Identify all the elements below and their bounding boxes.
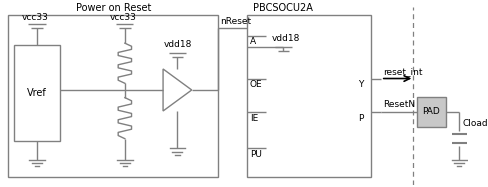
Text: Cload: Cload <box>462 119 488 128</box>
Bar <box>8 15 218 177</box>
Bar <box>416 97 445 127</box>
Bar <box>14 45 60 141</box>
Text: PBCSOCU2A: PBCSOCU2A <box>252 3 312 13</box>
Text: reset_int: reset_int <box>382 67 421 76</box>
Text: vcc33: vcc33 <box>109 13 136 22</box>
Text: PAD: PAD <box>422 108 439 117</box>
Text: vdd18: vdd18 <box>163 40 192 49</box>
Text: P: P <box>357 114 363 123</box>
Text: nReset: nReset <box>220 17 251 26</box>
Text: IE: IE <box>249 114 258 123</box>
Text: Y: Y <box>357 80 363 89</box>
Text: vdd18: vdd18 <box>271 34 300 43</box>
Bar <box>246 15 370 177</box>
Text: A: A <box>249 37 256 46</box>
Text: OE: OE <box>249 80 262 89</box>
Text: ResetN: ResetN <box>382 100 414 109</box>
Text: vcc33: vcc33 <box>21 13 48 22</box>
Text: Vref: Vref <box>27 88 47 98</box>
Text: PU: PU <box>249 150 261 159</box>
Text: Power on Reset: Power on Reset <box>76 3 151 13</box>
